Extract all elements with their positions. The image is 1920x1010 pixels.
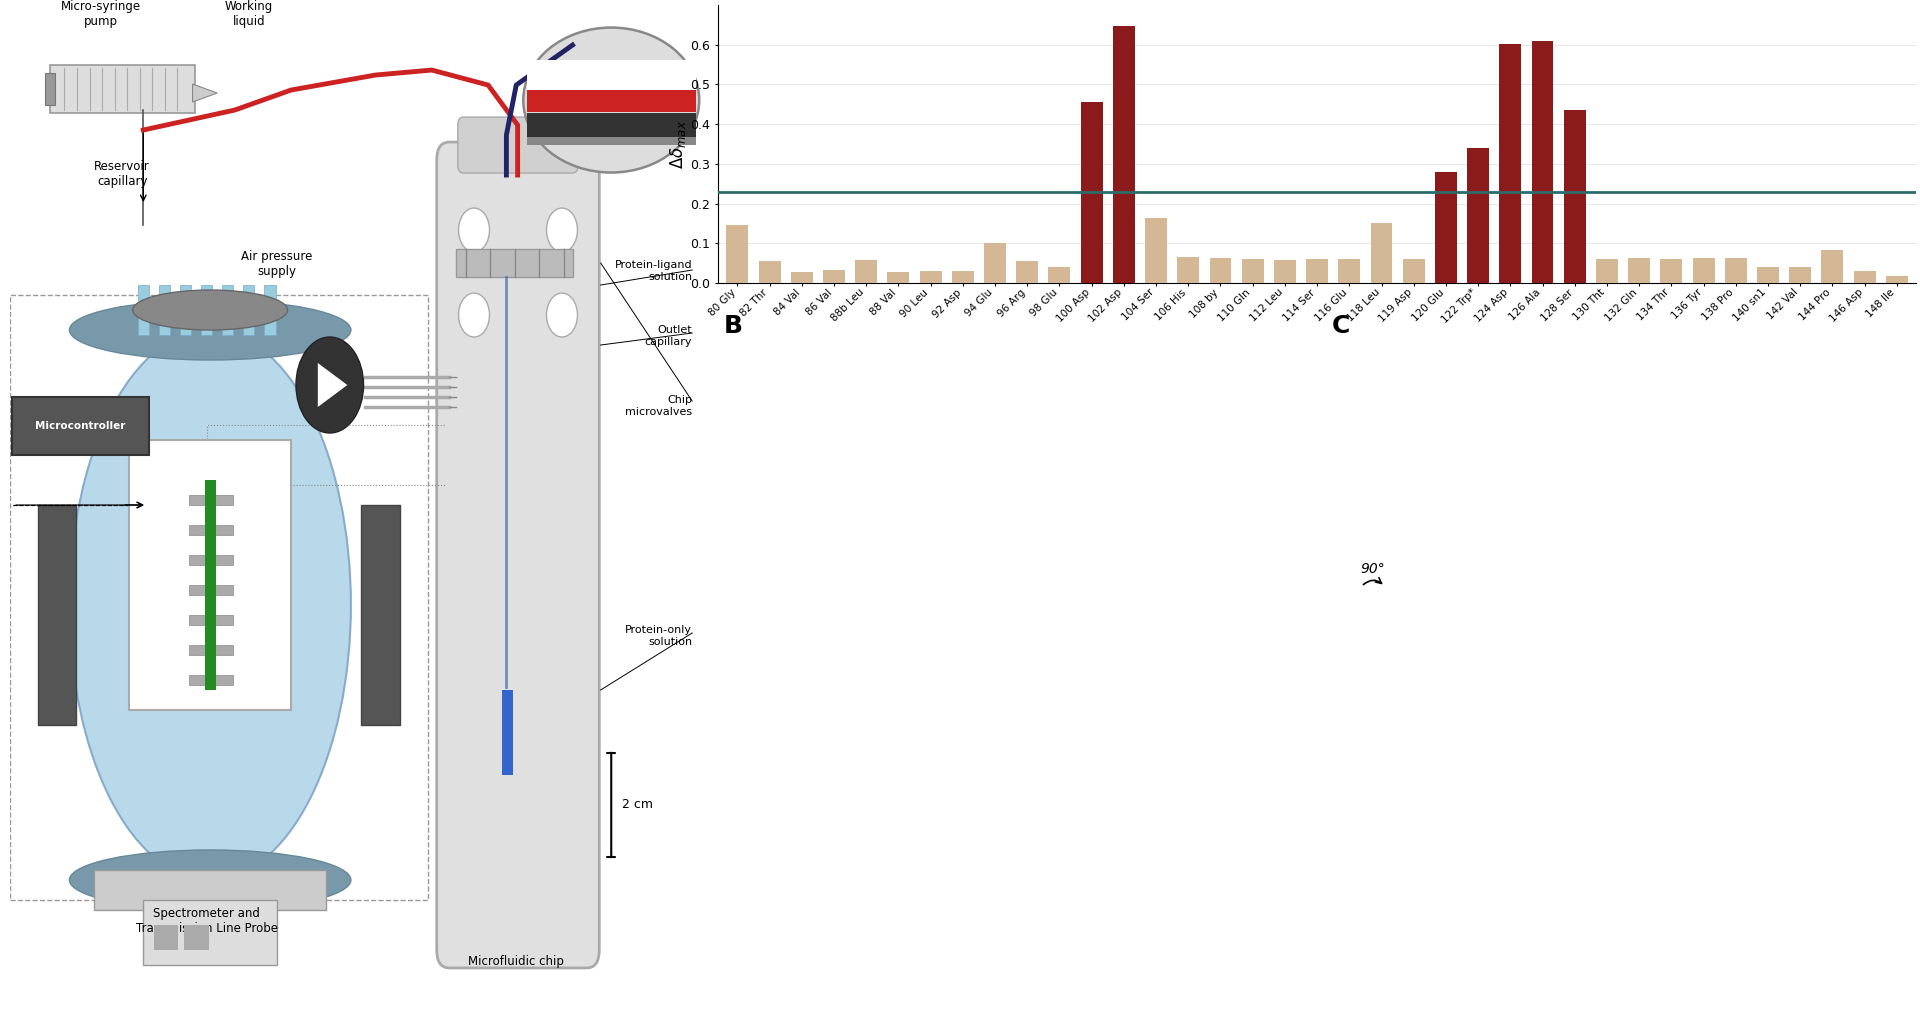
FancyBboxPatch shape [436,142,599,968]
Bar [1724,258,1747,283]
Circle shape [459,208,490,252]
Bar [920,271,941,283]
Bar [202,285,213,335]
Ellipse shape [69,850,351,910]
Bar [1114,25,1135,283]
Bar [1210,258,1231,283]
Bar [188,554,232,565]
Bar [94,870,326,910]
Polygon shape [526,137,695,145]
Bar [1532,40,1553,283]
Text: 2 cm: 2 cm [622,799,653,811]
Bar [1242,260,1263,283]
FancyBboxPatch shape [129,440,292,710]
Bar [1563,110,1586,283]
Bar [887,272,910,283]
Text: Micro-syringe
pump: Micro-syringe pump [61,0,142,28]
Bar [188,615,232,625]
Bar [503,690,513,775]
Bar [184,925,209,950]
Bar [180,285,192,335]
Bar [1177,258,1200,283]
Bar [1596,260,1619,283]
Bar [1434,172,1457,283]
Bar [1016,262,1039,283]
Bar [1306,260,1329,283]
Text: Microfluidic chip: Microfluidic chip [468,955,564,968]
Bar [244,285,255,335]
Bar [1885,276,1908,283]
Polygon shape [319,363,348,407]
Polygon shape [526,113,695,137]
Text: C: C [1332,314,1350,338]
Bar [1822,250,1843,283]
Bar [1467,148,1490,283]
Circle shape [547,293,578,337]
Bar [205,480,217,690]
Text: Protein-ligand
solution: Protein-ligand solution [614,260,691,282]
FancyBboxPatch shape [457,117,578,173]
Polygon shape [192,84,217,102]
Bar [1338,260,1359,283]
Bar [726,225,749,283]
Text: 90°: 90° [1361,562,1386,576]
Bar [1853,271,1876,283]
Bar [1081,102,1102,283]
Bar [154,925,179,950]
Bar [985,243,1006,283]
Ellipse shape [132,290,288,330]
FancyBboxPatch shape [50,65,194,113]
Bar [1144,217,1167,283]
Bar [1693,258,1715,283]
Bar [854,260,877,283]
Bar [188,495,232,505]
Bar [791,272,812,283]
Text: Reservoir
capillary: Reservoir capillary [94,160,150,188]
FancyBboxPatch shape [144,900,276,965]
Bar [1628,258,1649,283]
Text: Air pressure
supply: Air pressure supply [242,250,313,278]
Bar [1789,268,1811,283]
Ellipse shape [69,330,351,880]
Bar [188,585,232,595]
Circle shape [296,337,363,433]
Text: Outlet
capillary: Outlet capillary [645,325,691,346]
Bar [159,285,171,335]
Text: Microcontroller: Microcontroller [35,421,125,431]
Bar [758,262,781,283]
Bar [38,505,77,725]
Polygon shape [526,90,695,112]
Text: Protein-only
solution: Protein-only solution [626,625,691,646]
Y-axis label: $\Delta\delta_{max}$: $\Delta\delta_{max}$ [668,119,687,169]
Ellipse shape [524,27,699,173]
Bar [223,285,234,335]
Bar [188,645,232,654]
Bar [1404,260,1425,283]
Text: B: B [724,314,743,338]
Text: Chip
microvalves: Chip microvalves [626,395,691,416]
Circle shape [547,208,578,252]
Bar [457,249,572,277]
Bar [265,285,276,335]
Bar [361,505,399,725]
Bar [1757,268,1780,283]
Bar [188,525,232,535]
Polygon shape [526,60,695,90]
Bar [1048,268,1069,283]
Text: Spectrometer and
Transmission Line Probe: Spectrometer and Transmission Line Probe [136,907,278,935]
Bar [824,271,845,283]
FancyBboxPatch shape [12,397,150,454]
Text: A: A [676,0,695,1]
Ellipse shape [69,300,351,360]
Bar [952,271,973,283]
Bar [138,285,150,335]
Bar [44,73,54,105]
Bar [1371,222,1392,283]
Bar [1500,44,1521,283]
Text: Working
liquid: Working liquid [225,0,273,28]
Bar [1275,260,1296,283]
Bar [1661,260,1682,283]
Bar [188,675,232,685]
Circle shape [459,293,490,337]
